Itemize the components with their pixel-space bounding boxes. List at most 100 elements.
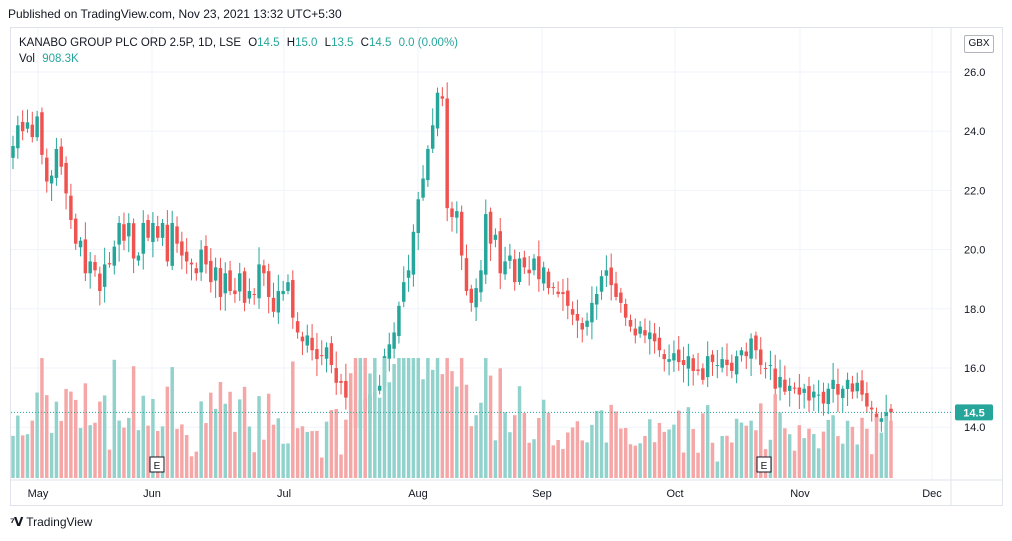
volume-bar (503, 412, 507, 478)
volume-bar (826, 419, 831, 478)
candle-body (344, 380, 348, 398)
volume-bar (831, 415, 835, 478)
volume-bar (247, 426, 252, 478)
candle-body (11, 146, 15, 158)
volume-bar (281, 443, 285, 478)
volume-bar (315, 430, 319, 478)
candle-body (339, 380, 343, 383)
volume-bar (252, 452, 256, 478)
volume-bar (184, 435, 189, 478)
earnings-marker-label: E (154, 461, 161, 472)
volume-bar (69, 391, 73, 478)
volume-bar (594, 410, 599, 478)
volume-bar (11, 435, 15, 478)
candle-body (112, 246, 117, 266)
chart-frame[interactable] (10, 27, 1003, 506)
candle-body (604, 270, 609, 276)
last-price-badge (955, 404, 993, 421)
candle-body (131, 223, 136, 259)
candle-body (488, 211, 493, 244)
volume-bar (672, 424, 676, 478)
volume-bar (860, 417, 864, 478)
volume-bar (792, 450, 797, 478)
volume-bar (484, 358, 488, 478)
candle-body (54, 148, 59, 178)
chart-legend: KANABO GROUP PLC ORD 2.5P, 1D, LSE O14.5… (19, 35, 458, 67)
volume-bar (180, 424, 184, 478)
volume-bar (98, 401, 102, 478)
y-tick-label: 24.0 (964, 126, 985, 138)
candle-body (160, 222, 165, 238)
volume-bar (889, 420, 893, 478)
volume-bar (556, 439, 560, 478)
candle-body (455, 211, 459, 218)
volume-bar (165, 386, 170, 478)
candle-body (276, 291, 281, 313)
volume-bar (710, 442, 715, 478)
candle-body (812, 391, 816, 398)
candle-body (315, 349, 319, 360)
candle-body (266, 271, 271, 297)
candle-body (247, 291, 252, 299)
volume-bar (291, 361, 295, 478)
candle-body (681, 360, 686, 366)
volume-bar (537, 417, 541, 478)
candle-body (575, 313, 580, 321)
volume-bar (730, 442, 734, 478)
volume-bar (329, 410, 334, 478)
x-tick-label: Sep (532, 488, 552, 500)
currency-badge[interactable]: GBX (964, 35, 994, 53)
candle-body (672, 353, 676, 361)
volume-bar (759, 403, 763, 478)
volume-bar (286, 443, 290, 478)
candle-body (189, 262, 194, 265)
candle-body (551, 287, 556, 289)
volume-bar (136, 430, 141, 478)
candle-body (831, 379, 835, 389)
candle-body (869, 407, 874, 410)
candle-body (566, 290, 570, 306)
volume-bar (580, 440, 584, 478)
volume-bar (223, 403, 228, 478)
volume-bar (648, 419, 652, 478)
legend-low: 13.5 (331, 37, 354, 49)
candle-body (590, 302, 594, 323)
candle-body (257, 264, 261, 299)
candle-body (865, 393, 869, 407)
volume-bar (348, 373, 353, 478)
x-tick-label: Jul (277, 488, 291, 500)
candle-body (459, 211, 464, 256)
candle-body (845, 379, 850, 389)
volume-bar (652, 442, 657, 478)
volume-bar (474, 415, 478, 478)
volume-bar (59, 420, 63, 478)
candle-body (792, 387, 797, 389)
candle-body (141, 222, 145, 254)
x-tick-label: Nov (790, 488, 810, 500)
candle-body (102, 264, 107, 287)
candle-body (778, 376, 782, 388)
candle-body (107, 263, 112, 265)
volume-bar (585, 442, 589, 478)
candle-body (701, 368, 705, 380)
volume-bar (604, 442, 609, 478)
candle-body (826, 388, 831, 405)
tradingview-brand[interactable]: ⁷𝗩 TradingView (10, 515, 92, 529)
legend-high: 15.0 (295, 37, 318, 49)
volume-bar (233, 431, 237, 478)
candle-body (585, 320, 589, 327)
volume-bar (522, 413, 527, 478)
candle-body (387, 344, 392, 359)
candle-body (180, 241, 184, 256)
volume-bar (845, 420, 850, 478)
candle-body (561, 292, 565, 294)
candle-body (619, 292, 623, 303)
candle-body (734, 356, 739, 375)
candle-body (406, 270, 411, 278)
volume-bar (102, 395, 107, 478)
volume-bar (88, 425, 92, 478)
volume-bar (773, 394, 777, 478)
legend-symbol[interactable]: KANABO GROUP PLC ORD 2.5P, 1D, LSE (19, 37, 241, 49)
volume-bar (242, 386, 247, 478)
